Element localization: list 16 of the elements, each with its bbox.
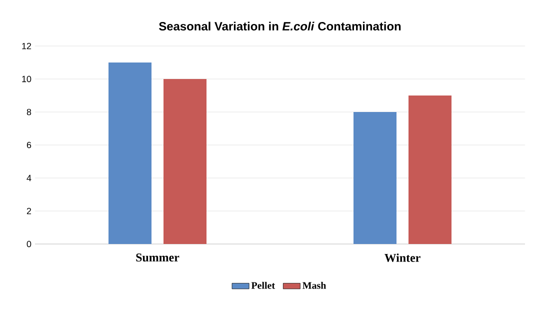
legend-label: Pellet bbox=[251, 282, 275, 289]
y-tick-label: 12 bbox=[22, 42, 32, 50]
chart-title: Seasonal Variation in E.coli Contamination bbox=[159, 22, 401, 31]
y-tick-label: 6 bbox=[26, 142, 32, 148]
legend-label: Mash bbox=[302, 282, 326, 289]
y-tick-label: 10 bbox=[22, 76, 32, 82]
x-tick-label: Winter bbox=[384, 253, 420, 262]
x-tick-label: Summer bbox=[136, 253, 180, 262]
bar bbox=[354, 112, 397, 244]
y-tick-label: 4 bbox=[26, 174, 32, 182]
y-tick-label: 0 bbox=[26, 240, 32, 248]
bar bbox=[108, 62, 152, 244]
y-tick-label: 2 bbox=[26, 208, 32, 214]
y-tick-label: 8 bbox=[26, 108, 32, 116]
bar bbox=[408, 96, 452, 244]
bar bbox=[164, 79, 207, 244]
